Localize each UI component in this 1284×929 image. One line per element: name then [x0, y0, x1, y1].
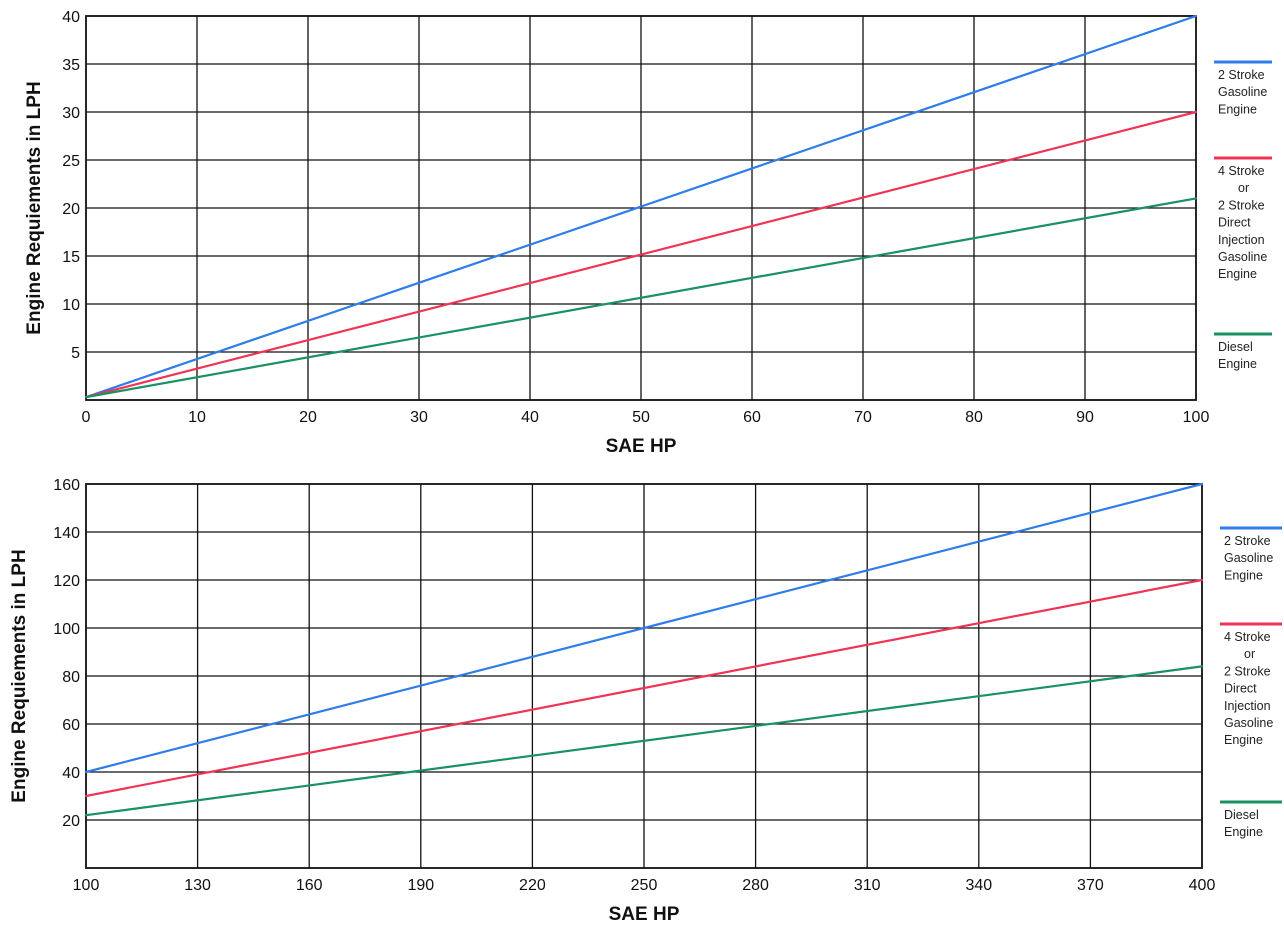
y-tick-label: 5	[71, 345, 80, 362]
legend-label: Injection	[1224, 699, 1271, 713]
y-tick-label: 80	[62, 669, 80, 686]
x-tick-labels: 100 130 160 190 220 250 280 310 340 370 400	[73, 877, 1216, 894]
x-tick-label: 50	[632, 409, 650, 426]
series-line	[84, 197, 1198, 399]
y-tick-label: 20	[62, 201, 80, 218]
legend-label: Injection	[1218, 233, 1265, 247]
legend-label: Diesel	[1224, 808, 1259, 822]
x-tick-label: 370	[1077, 877, 1104, 894]
legend-label: Gasoline	[1218, 85, 1267, 99]
legend-label: 2 Stroke	[1218, 68, 1265, 82]
legend-label: 2 Stroke	[1224, 534, 1271, 548]
y-tick-labels: 5 10 15 20 25 30 35 40	[62, 9, 80, 362]
x-tick-label: 30	[410, 409, 428, 426]
y-tick-label: 160	[53, 477, 80, 494]
x-tick-label: 100	[1183, 409, 1210, 426]
series-lines	[84, 14, 1198, 399]
legend-label: 4 Stroke	[1224, 630, 1271, 644]
legend-label: or	[1238, 181, 1249, 195]
x-tick-label: 220	[519, 877, 546, 894]
y-tick-label: 140	[53, 525, 80, 542]
y-tick-label: 40	[62, 9, 80, 26]
x-tick-label: 70	[854, 409, 872, 426]
x-tick-label: 80	[965, 409, 983, 426]
x-tick-label: 160	[296, 877, 323, 894]
legend-label: Diesel	[1218, 340, 1253, 354]
y-tick-labels: 20 40 60 80 100 120 140 160	[53, 477, 80, 830]
x-tick-label: 60	[743, 409, 761, 426]
series-lines	[84, 482, 1204, 817]
series-line	[84, 14, 1198, 399]
x-tick-label: 130	[184, 877, 211, 894]
legend-label: 2 Stroke	[1224, 664, 1271, 678]
legend-label: Direct	[1224, 682, 1257, 696]
x-tick-label: 90	[1076, 409, 1094, 426]
grid	[86, 484, 1202, 868]
legend-label: 2 Stroke	[1218, 198, 1265, 212]
plot-frame	[85, 15, 1197, 401]
legend-label: Engine	[1224, 825, 1263, 839]
series-line	[84, 482, 1204, 774]
x-tick-label: 100	[73, 877, 100, 894]
x-tick-label: 400	[1189, 877, 1216, 894]
y-tick-label: 20	[62, 813, 80, 830]
y-tick-label: 35	[62, 57, 80, 74]
x-tick-label: 10	[188, 409, 206, 426]
y-axis-title: Engine Requiements in LPH	[9, 549, 30, 802]
series-line	[84, 578, 1204, 798]
chart-top: 0 10 20 30 40 50 60 70 80 90 100 5 10 15 20 25 30 35 40 SAE…	[24, 9, 1272, 457]
legend: 2 Stroke Gasoline Engine 4 Stroke or 2 Stroke…	[1214, 60, 1272, 371]
x-tick-label: 310	[854, 877, 881, 894]
legend-item: 2 Stroke Gasoline Engine	[1220, 526, 1282, 582]
legend-item: 4 Stroke or 2 Stroke Direct Injection Gasolin…	[1220, 622, 1282, 747]
x-axis-title: SAE HP	[606, 436, 677, 457]
legend-label: Gasoline	[1224, 551, 1273, 565]
legend-label: Engine	[1224, 733, 1263, 747]
y-tick-label: 60	[62, 717, 80, 734]
plot-frame	[85, 483, 1203, 869]
x-tick-label: 40	[521, 409, 539, 426]
legend: 2 Stroke Gasoline Engine 4 Stroke or 2 Stroke…	[1220, 526, 1282, 839]
y-tick-label: 30	[62, 105, 80, 122]
legend-item: 4 Stroke or 2 Stroke Direct Injection Gasolin…	[1214, 156, 1272, 281]
x-tick-label: 340	[965, 877, 992, 894]
legend-label: Engine	[1218, 267, 1257, 281]
x-axis-title: SAE HP	[609, 904, 680, 924]
x-tick-label: 280	[742, 877, 769, 894]
chart-bottom: 100 130 160 190 220 250 280 310 340 370 400 20 40 60 8…	[9, 477, 1282, 925]
x-tick-label: 250	[631, 877, 658, 894]
legend-label: Engine	[1224, 568, 1263, 582]
legend-label: Engine	[1218, 102, 1257, 116]
x-tick-label: 20	[299, 409, 317, 426]
legend-label: Engine	[1218, 357, 1257, 371]
legend-item: Diesel Engine	[1214, 332, 1272, 371]
y-tick-label: 15	[62, 249, 80, 266]
y-tick-label: 100	[53, 621, 80, 638]
series-line	[84, 665, 1204, 817]
y-tick-label: 120	[53, 573, 80, 590]
y-tick-label: 40	[62, 765, 80, 782]
legend-label: Gasoline	[1224, 716, 1273, 730]
legend-label: Direct	[1218, 216, 1251, 230]
x-tick-label: 190	[407, 877, 434, 894]
y-tick-label: 10	[62, 297, 80, 314]
y-tick-label: 25	[62, 153, 80, 170]
series-line	[84, 110, 1198, 399]
legend-item: Diesel Engine	[1220, 800, 1282, 839]
y-axis-title: Engine Requiements in LPH	[24, 81, 45, 334]
legend-label: 4 Stroke	[1218, 164, 1265, 178]
x-tick-labels: 0 10 20 30 40 50 60 70 80 90 100	[82, 409, 1210, 426]
legend-item: 2 Stroke Gasoline Engine	[1214, 60, 1272, 116]
x-tick-label: 0	[82, 409, 91, 426]
legend-label: or	[1244, 647, 1255, 661]
legend-label: Gasoline	[1218, 250, 1267, 264]
